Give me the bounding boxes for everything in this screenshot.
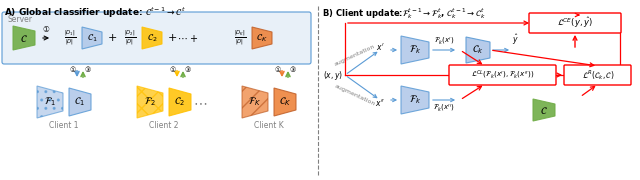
- Text: $\cdots$ +: $\cdots$ +: [177, 33, 199, 44]
- Polygon shape: [401, 36, 429, 64]
- Text: $\mathcal{F}_k$: $\mathcal{F}_k$: [409, 44, 421, 56]
- Text: $\mathcal{C}$: $\mathcal{C}$: [540, 105, 548, 116]
- Polygon shape: [169, 88, 191, 116]
- Text: $\mathcal{C}_2$: $\mathcal{C}_2$: [147, 32, 157, 44]
- Text: $\frac{|D_2|}{|D|}$: $\frac{|D_2|}{|D|}$: [124, 28, 136, 48]
- Text: $\mathcal{L}^{CL}(\mathcal{F}_k(x'), \mathcal{F}_k(x''))$: $\mathcal{L}^{CL}(\mathcal{F}_k(x'), \ma…: [471, 69, 534, 81]
- Text: $\mathcal{C}_1$: $\mathcal{C}_1$: [74, 96, 86, 108]
- Text: $\mathcal{C}$: $\mathcal{C}$: [20, 33, 28, 44]
- Text: $(x,y)$: $(x,y)$: [323, 69, 343, 82]
- Text: $\mathcal{L}^{CE}(y, \hat{y})$: $\mathcal{L}^{CE}(y, \hat{y})$: [557, 16, 593, 30]
- Text: +: +: [108, 33, 116, 43]
- Polygon shape: [69, 88, 91, 116]
- Text: ①: ①: [43, 25, 49, 34]
- Text: Client K: Client K: [254, 120, 284, 129]
- Polygon shape: [533, 99, 555, 121]
- Text: $x''$: $x''$: [375, 98, 385, 109]
- Text: $\mathcal{C}_k$: $\mathcal{C}_k$: [472, 44, 484, 56]
- Text: $\mathcal{F}_k$: $\mathcal{F}_k$: [409, 94, 421, 106]
- FancyBboxPatch shape: [2, 12, 311, 64]
- Polygon shape: [37, 86, 63, 118]
- Polygon shape: [13, 26, 35, 50]
- Text: $\mathcal{C}_K$: $\mathcal{C}_K$: [256, 32, 268, 44]
- Text: $\mathcal{C}_K$: $\mathcal{C}_K$: [279, 96, 291, 108]
- Text: ①: ①: [170, 67, 176, 73]
- Text: ③: ③: [185, 67, 191, 73]
- Text: ③: ③: [290, 67, 296, 73]
- Text: augmentation: augmentation: [334, 43, 376, 67]
- Text: Client 1: Client 1: [49, 120, 79, 129]
- Text: A) Global classifier update: $\mathcal{C}^{t-1} \rightarrow \mathcal{C}^{t}$: A) Global classifier update: $\mathcal{C…: [4, 6, 186, 20]
- Polygon shape: [142, 27, 162, 49]
- Text: $\mathcal{L}^{R}(\mathcal{C}_k, \mathcal{C})$: $\mathcal{L}^{R}(\mathcal{C}_k, \mathcal…: [582, 68, 614, 82]
- Polygon shape: [242, 86, 268, 118]
- Polygon shape: [401, 86, 429, 114]
- Text: ①: ①: [70, 67, 76, 73]
- Text: $\mathcal{F}_1$: $\mathcal{F}_1$: [44, 96, 56, 108]
- Text: $x'$: $x'$: [376, 42, 384, 53]
- Text: ①: ①: [275, 67, 281, 73]
- Text: $\mathcal{F}_k(x'')$: $\mathcal{F}_k(x'')$: [433, 103, 455, 114]
- Polygon shape: [252, 27, 272, 49]
- Text: $\hat{y}$: $\hat{y}$: [512, 33, 519, 47]
- Text: $\mathcal{F}_k(x')$: $\mathcal{F}_k(x')$: [434, 36, 454, 47]
- FancyBboxPatch shape: [564, 65, 631, 85]
- Text: ③: ③: [85, 67, 91, 73]
- Polygon shape: [82, 27, 102, 49]
- Text: $\frac{|D_1|}{|D|}$: $\frac{|D_1|}{|D|}$: [64, 28, 76, 48]
- Text: B) Client update:$\mathcal{F}_k^{t-1} \rightarrow \mathcal{F}_k^{t}$, $\mathcal{: B) Client update:$\mathcal{F}_k^{t-1} \r…: [322, 6, 486, 21]
- Text: $\mathcal{C}_1$: $\mathcal{C}_1$: [86, 32, 97, 44]
- Text: $\cdots$: $\cdots$: [193, 95, 207, 109]
- FancyBboxPatch shape: [449, 65, 556, 85]
- Text: Server: Server: [8, 15, 33, 24]
- Text: +: +: [167, 33, 177, 43]
- Text: augmentation: augmentation: [334, 83, 376, 107]
- Text: $\mathcal{F}_2$: $\mathcal{F}_2$: [144, 96, 156, 108]
- Polygon shape: [466, 37, 490, 63]
- Polygon shape: [137, 86, 163, 118]
- FancyBboxPatch shape: [529, 13, 621, 33]
- Text: $\frac{|D_K|}{|D|}$: $\frac{|D_K|}{|D|}$: [234, 28, 246, 48]
- Text: Client 2: Client 2: [149, 120, 179, 129]
- Polygon shape: [274, 88, 296, 116]
- Text: $\mathcal{F}_K$: $\mathcal{F}_K$: [248, 96, 262, 108]
- Text: $\mathcal{C}_2$: $\mathcal{C}_2$: [175, 96, 186, 108]
